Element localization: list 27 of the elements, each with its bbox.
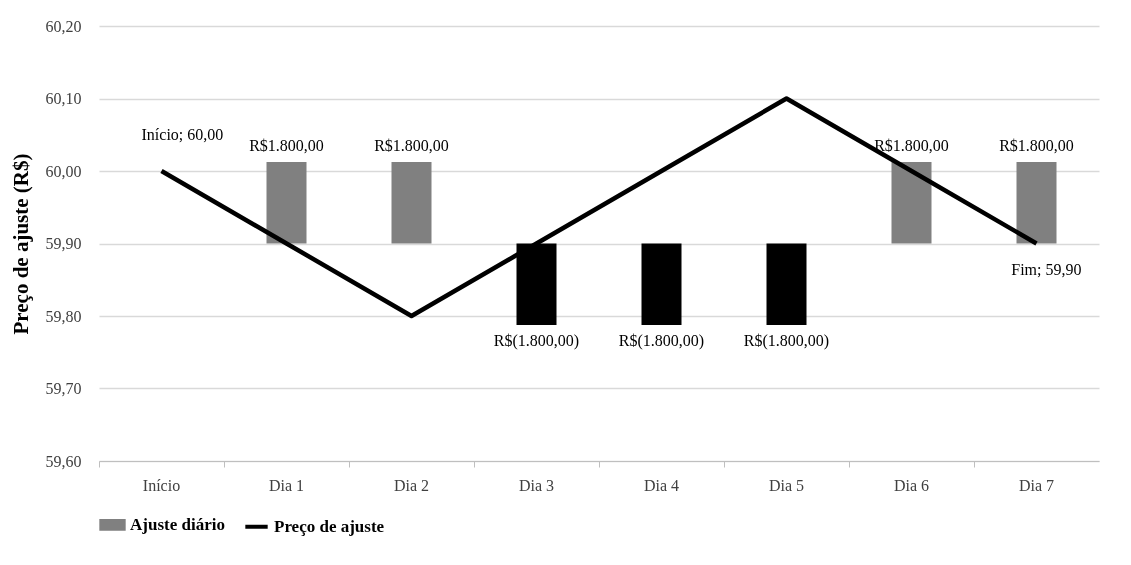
y-axis-title: Preço de ajuste (R$) <box>8 153 33 335</box>
y-tick-label: 60,20 <box>45 17 82 35</box>
y-tick-label: 59,70 <box>45 380 82 397</box>
y-tick-label: 60,00 <box>45 162 82 180</box>
y-tick-label: 59,60 <box>45 452 82 470</box>
data-label: R$1.800,00 <box>999 136 1074 154</box>
x-tick-label: Dia 7 <box>1018 476 1055 494</box>
y-tick-label: 59,80 <box>45 307 82 325</box>
annotation: Fim; 59,90 <box>1011 260 1082 278</box>
data-label: R$(1.800,00) <box>743 332 830 351</box>
y-tick-label: 59,90 <box>45 235 82 252</box>
x-tick-label: Dia 4 <box>643 476 680 494</box>
legend-label: Preço de ajuste <box>274 516 385 536</box>
x-tick-label: Dia 5 <box>768 476 805 494</box>
x-tick-label: Dia 1 <box>268 476 305 494</box>
annotation: Início; 60,00 <box>141 126 224 143</box>
data-label: R$(1.800,00) <box>618 332 705 351</box>
x-tick-label: Dia 3 <box>518 476 555 494</box>
y-tick-label: 60,10 <box>45 90 82 107</box>
data-label: R$(1.800,00) <box>493 332 580 351</box>
x-tick-label: Dia 2 <box>393 476 430 494</box>
data-label: R$1.800,00 <box>249 136 324 154</box>
data-label: R$1.800,00 <box>874 136 949 154</box>
x-tick-label: Dia 6 <box>893 476 930 494</box>
x-tick-label: Início <box>142 476 181 494</box>
data-label: R$1.800,00 <box>374 136 449 154</box>
legend-label: Ajuste diário <box>130 514 225 534</box>
